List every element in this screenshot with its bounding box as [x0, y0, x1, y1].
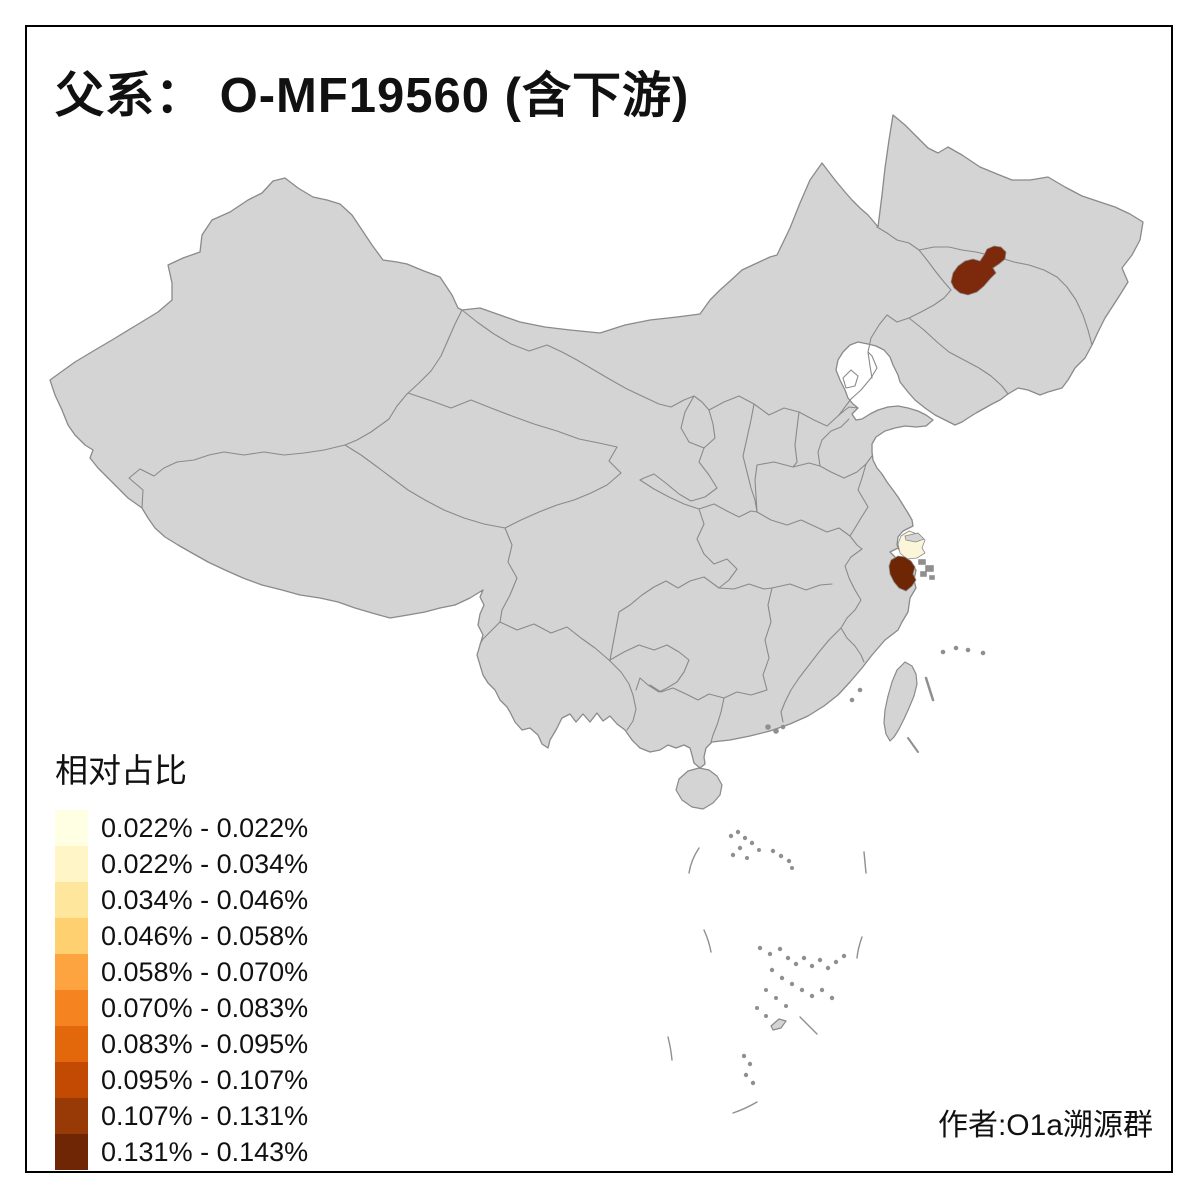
- legend-row: 0.034% - 0.046%: [55, 882, 308, 918]
- legend-rows: 0.022% - 0.022% 0.022% - 0.034% 0.034% -…: [55, 810, 308, 1170]
- legend-color-swatch: [55, 918, 88, 954]
- author-credit: 作者:O1a溯源群: [937, 1109, 1153, 1142]
- page-title: 父系： O-MF19560 (含下游): [55, 69, 690, 123]
- minor-islands: [728, 559, 986, 1086]
- legend-range-label: 0.095% - 0.107%: [101, 1064, 309, 1095]
- legend-row: 0.058% - 0.070%: [55, 954, 308, 990]
- china-mainland: [49, 114, 1144, 769]
- legend-range-label: 0.022% - 0.034%: [101, 848, 309, 879]
- province-borders: [128, 226, 1093, 743]
- legend-color-swatch: [55, 1026, 88, 1062]
- legend-row: 0.095% - 0.107%: [55, 1062, 308, 1098]
- legend-row: 0.022% - 0.034%: [55, 846, 308, 882]
- legend-color-swatch: [55, 846, 88, 882]
- legend-range-label: 0.131% - 0.143%: [101, 1136, 309, 1167]
- legend-title: 相对占比: [55, 752, 187, 789]
- legend-row: 0.107% - 0.131%: [55, 1098, 308, 1134]
- legend-row: 0.131% - 0.143%: [55, 1134, 308, 1170]
- legend-color-swatch: [55, 1098, 88, 1134]
- legend-row: 0.022% - 0.022%: [55, 810, 308, 846]
- region-north-zhejiang: [888, 555, 917, 592]
- legend-color-swatch: [55, 882, 88, 918]
- nine-dash-line-segments: [667, 847, 867, 1114]
- chongming-sliver: [904, 532, 925, 543]
- south-sea-islet: [770, 1018, 787, 1031]
- hainan-island: [675, 767, 723, 810]
- large-islands: [675, 661, 918, 1031]
- legend-color-swatch: [55, 1134, 88, 1170]
- legend-range-label: 0.070% - 0.083%: [101, 992, 309, 1023]
- legend-range-label: 0.046% - 0.058%: [101, 920, 309, 951]
- legend-row: 0.083% - 0.095%: [55, 1026, 308, 1062]
- legend-row: 0.070% - 0.083%: [55, 990, 308, 1026]
- legend-color-swatch: [55, 810, 88, 846]
- legend-color-swatch: [55, 954, 88, 990]
- legend-range-label: 0.022% - 0.022%: [101, 812, 309, 843]
- legend-range-label: 0.107% - 0.131%: [101, 1100, 309, 1131]
- region-jilin-area: [950, 245, 1007, 296]
- legend-row: 0.046% - 0.058%: [55, 918, 308, 954]
- legend-color-swatch: [55, 1062, 88, 1098]
- legend-range-label: 0.058% - 0.070%: [101, 956, 309, 987]
- legend-color-swatch: [55, 990, 88, 1026]
- map-legend: 相对占比 0.022% - 0.022% 0.022% - 0.034% 0.0…: [55, 744, 308, 1170]
- legend-range-label: 0.034% - 0.046%: [101, 884, 309, 915]
- legend-range-label: 0.083% - 0.095%: [101, 1028, 309, 1059]
- taiwan-island: [883, 661, 918, 742]
